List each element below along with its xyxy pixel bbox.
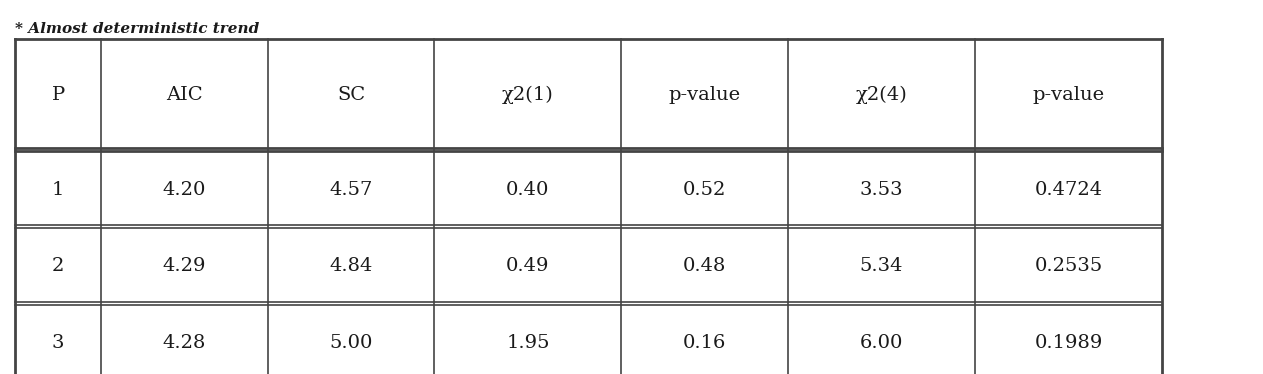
Text: 5.34: 5.34 <box>860 257 903 276</box>
Text: χ2(1): χ2(1) <box>503 86 553 104</box>
Text: 0.40: 0.40 <box>506 181 549 199</box>
Text: 1.95: 1.95 <box>506 334 549 352</box>
Text: 4.57: 4.57 <box>330 181 373 199</box>
Text: 0.16: 0.16 <box>683 334 726 352</box>
Text: 3.53: 3.53 <box>860 181 903 199</box>
Text: 3: 3 <box>52 334 64 352</box>
Text: SC: SC <box>337 86 365 104</box>
Text: 5.00: 5.00 <box>330 334 373 352</box>
Text: 0.4724: 0.4724 <box>1034 181 1103 199</box>
Text: 6.00: 6.00 <box>860 334 903 352</box>
Text: p-value: p-value <box>668 86 741 104</box>
Text: 0.48: 0.48 <box>683 257 726 276</box>
Text: χ2(4): χ2(4) <box>856 86 907 104</box>
Text: 4.29: 4.29 <box>163 257 206 276</box>
Text: 2: 2 <box>52 257 64 276</box>
Text: 4.28: 4.28 <box>163 334 206 352</box>
Text: p-value: p-value <box>1032 86 1105 104</box>
Text: 4.84: 4.84 <box>330 257 373 276</box>
Text: 1: 1 <box>52 181 64 199</box>
Text: P: P <box>52 86 64 104</box>
Text: * Almost deterministic trend: * Almost deterministic trend <box>15 22 259 36</box>
Text: 0.2535: 0.2535 <box>1034 257 1103 276</box>
Text: 0.1989: 0.1989 <box>1034 334 1103 352</box>
Text: 0.52: 0.52 <box>683 181 726 199</box>
Text: AIC: AIC <box>167 86 202 104</box>
Text: 4.20: 4.20 <box>163 181 206 199</box>
Text: 0.49: 0.49 <box>506 257 549 276</box>
